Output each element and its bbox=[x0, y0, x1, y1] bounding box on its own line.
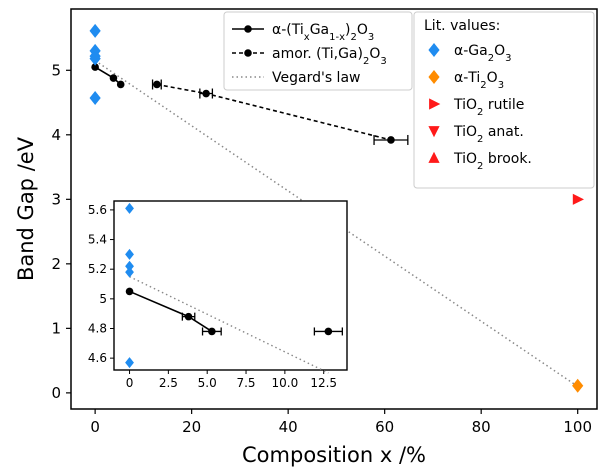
x-tick-label: 60 bbox=[375, 418, 394, 436]
legend-marker bbox=[428, 43, 440, 57]
legend-marker bbox=[244, 49, 252, 57]
legend-title: Lit. values: bbox=[424, 18, 500, 34]
inset-y-tick-label: 4.8 bbox=[88, 321, 107, 335]
x-tick-label: 0 bbox=[90, 418, 100, 436]
alpha-tigao-series-point bbox=[91, 63, 99, 71]
legend-label: α-Ga2O3 bbox=[454, 43, 512, 64]
inset-alpha-point bbox=[208, 327, 216, 336]
inset-ga2o3-point bbox=[125, 248, 134, 260]
y-tick-label: 3 bbox=[51, 190, 61, 208]
legend-label: amor. (Ti,Ga)2O3 bbox=[272, 46, 387, 67]
inset-x-tick-label: 7.5 bbox=[236, 376, 255, 390]
y-tick-label: 5 bbox=[51, 61, 61, 79]
alpha-tigao-series-point bbox=[109, 74, 118, 82]
lit-value-point bbox=[89, 23, 101, 38]
legend-label: TiO2 rutile bbox=[453, 97, 524, 118]
inset-plot: 0 2.5 5.0 7.5 10.0 12.5 4.6 4.8 5 5.2 5.4 5.6 bbox=[88, 200, 348, 390]
inset-alpha-point bbox=[184, 312, 193, 321]
inset-ga2o3-point bbox=[125, 260, 134, 272]
legend-label: Vegard's law bbox=[272, 70, 360, 86]
inset-y-tick-label: 5.6 bbox=[88, 203, 107, 217]
legend-literature: Lit. values: α-Ga2O3 α-Ti2O3 TiO2 rutile TiO… bbox=[413, 11, 595, 189]
y-tick-label: 0 bbox=[51, 384, 61, 402]
x-axis-ticks: 0 20 40 60 80 100 bbox=[90, 409, 592, 436]
legend-box bbox=[223, 11, 413, 91]
inset-vegard-line bbox=[129, 275, 329, 374]
legend-label: TiO2 brook. bbox=[453, 151, 532, 172]
inset-ga2o3-point bbox=[125, 357, 134, 369]
y-tick-label: 4 bbox=[51, 126, 61, 144]
legend-marker bbox=[428, 151, 440, 163]
inset-y-tick-label: 5 bbox=[99, 292, 107, 306]
legend-label: α-(TixGa1-x)2O3 bbox=[272, 22, 374, 43]
inset-frame bbox=[113, 200, 348, 371]
lit-value-point bbox=[572, 193, 584, 205]
inset-ga2o3-point bbox=[125, 266, 134, 278]
inset-x-tick-label: 10.0 bbox=[272, 376, 299, 390]
inset-x-tick-label: 12.5 bbox=[310, 376, 337, 390]
x-tick-label: 100 bbox=[563, 418, 592, 436]
series-layer bbox=[89, 23, 584, 393]
amorphous-tigao-series-point bbox=[387, 136, 395, 144]
y-tick-label: 1 bbox=[51, 319, 61, 337]
plot-frame bbox=[70, 8, 598, 410]
y-tick-label: 2 bbox=[51, 255, 61, 273]
legend-marker bbox=[429, 98, 441, 110]
amorphous-tigao-series-point bbox=[153, 80, 161, 89]
x-tick-label: 20 bbox=[182, 418, 201, 436]
legend-marker bbox=[428, 126, 440, 138]
inset-y-tick-label: 5.2 bbox=[88, 262, 107, 276]
legend-label: TiO2 anat. bbox=[453, 124, 524, 145]
inset-ga2o3-point bbox=[125, 202, 134, 214]
lit-value-point bbox=[89, 91, 101, 106]
inset-y-tick-label: 4.6 bbox=[88, 351, 107, 365]
legend-marker bbox=[428, 70, 440, 84]
y-axis-ticks: 0 1 2 3 4 5 bbox=[51, 61, 71, 402]
inset-alpha-point bbox=[125, 287, 134, 296]
inset-amorphous-point bbox=[324, 327, 333, 336]
legend-box bbox=[413, 11, 595, 189]
x-axis-title: Composition x /% bbox=[242, 443, 426, 467]
legend-label: α-Ti2O3 bbox=[454, 70, 504, 91]
main-plot: 0 20 40 60 80 100 0 1 2 3 4 5 bbox=[51, 8, 598, 436]
amorphous-tigao-series-line bbox=[156, 83, 392, 141]
y-axis-title: Band Gap /eV bbox=[14, 136, 38, 281]
inset-y-tick-label: 5.4 bbox=[88, 233, 107, 247]
alpha-tigao-series-line bbox=[94, 66, 122, 86]
amorphous-tigao-series-point bbox=[202, 89, 210, 98]
legend-marker bbox=[244, 25, 252, 33]
inset-x-tick-label: 0 bbox=[126, 376, 134, 390]
legend-experimental: α-(TixGa1-x)2O3 amor. (Ti,Ga)2O3 Vegard's … bbox=[223, 11, 413, 91]
inset-x-tick-label: 2.5 bbox=[159, 376, 178, 390]
x-tick-label: 40 bbox=[279, 418, 298, 436]
inset-x-tick-label: 5.0 bbox=[198, 376, 217, 390]
lit-value-point bbox=[572, 378, 584, 393]
alpha-tigao-series-point bbox=[116, 80, 125, 89]
x-tick-label: 80 bbox=[472, 418, 491, 436]
lit-value-point bbox=[89, 51, 101, 66]
